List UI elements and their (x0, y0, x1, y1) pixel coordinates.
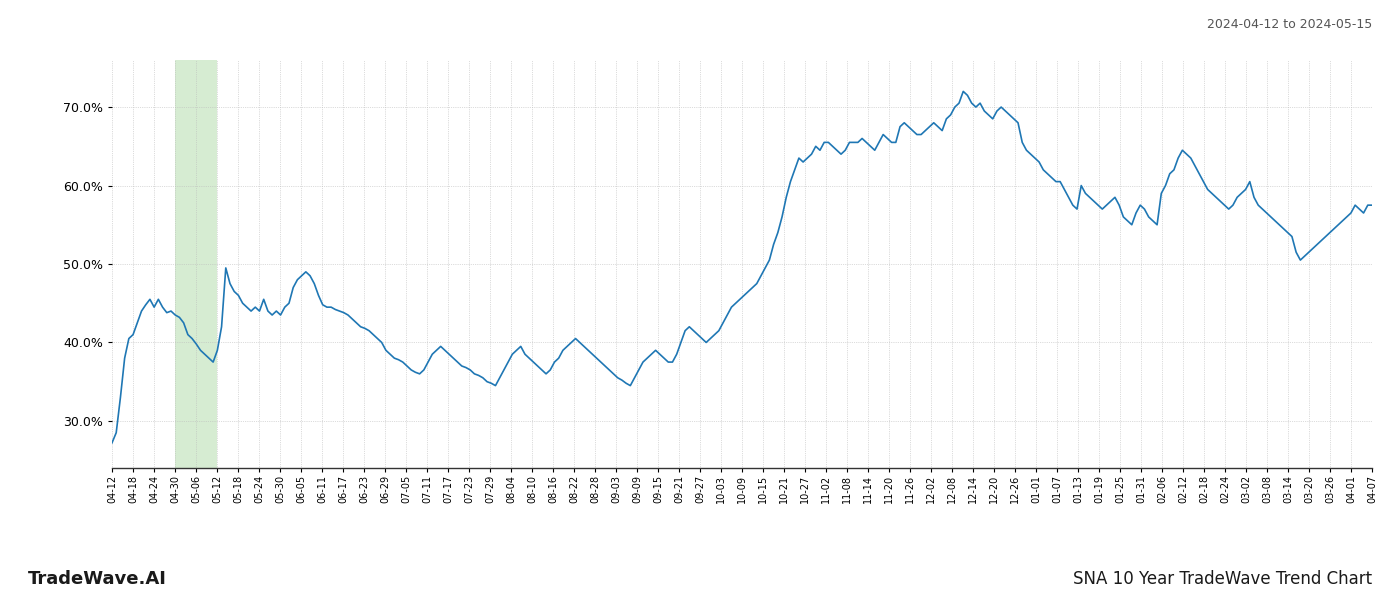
Bar (175, 60, 217, 468)
Text: 2024-04-12 to 2024-05-15: 2024-04-12 to 2024-05-15 (1207, 18, 1372, 31)
Text: SNA 10 Year TradeWave Trend Chart: SNA 10 Year TradeWave Trend Chart (1072, 570, 1372, 588)
Text: TradeWave.AI: TradeWave.AI (28, 570, 167, 588)
